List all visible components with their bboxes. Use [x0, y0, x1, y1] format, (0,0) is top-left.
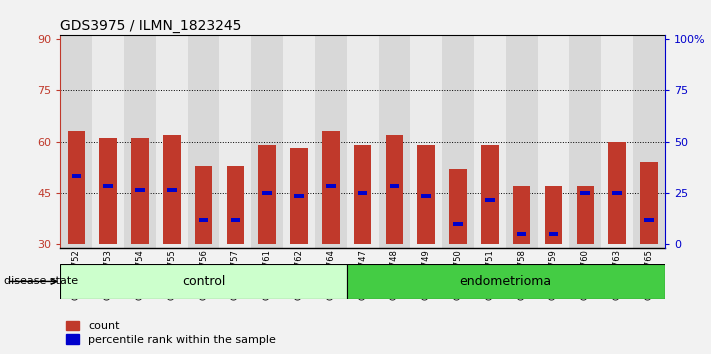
Bar [474, 35, 506, 248]
Bar [640, 162, 658, 244]
Bar [481, 145, 498, 244]
Bar [633, 35, 665, 248]
Text: endometrioma: endometrioma [460, 275, 552, 288]
Bar [513, 186, 530, 244]
Bar [612, 191, 622, 195]
Bar [227, 166, 244, 244]
Bar [417, 145, 435, 244]
Bar [506, 35, 538, 248]
Bar [347, 35, 378, 248]
Bar [410, 35, 442, 248]
Bar [322, 131, 340, 244]
Bar [103, 184, 113, 188]
Bar [315, 35, 347, 248]
Bar [580, 191, 590, 195]
Bar [251, 35, 283, 248]
Bar [195, 166, 213, 244]
Bar [378, 35, 410, 248]
Bar [358, 191, 368, 195]
Bar [220, 35, 251, 248]
Bar [100, 138, 117, 244]
Bar [570, 35, 602, 248]
Bar [453, 222, 463, 226]
Bar [538, 35, 570, 248]
Bar [449, 169, 467, 244]
Bar [92, 35, 124, 248]
Bar [163, 135, 181, 244]
Bar [60, 35, 92, 248]
Bar [609, 142, 626, 244]
Bar [124, 35, 156, 248]
Bar [199, 218, 208, 222]
Bar [167, 188, 176, 192]
Bar [549, 232, 558, 236]
Bar [230, 218, 240, 222]
Bar [602, 35, 633, 248]
Bar [485, 198, 495, 202]
Bar [354, 145, 371, 244]
Text: disease state: disease state [4, 276, 77, 286]
Bar [68, 131, 85, 244]
Bar [135, 188, 145, 192]
Bar [60, 264, 347, 299]
Bar [294, 194, 304, 199]
Text: control: control [182, 275, 225, 288]
Bar [326, 184, 336, 188]
Bar [385, 135, 403, 244]
Bar [545, 186, 562, 244]
Bar [517, 232, 526, 236]
Legend: count, percentile rank within the sample: count, percentile rank within the sample [66, 321, 276, 345]
Bar [577, 186, 594, 244]
Bar [347, 264, 665, 299]
Bar [72, 174, 81, 178]
Text: GDS3975 / ILMN_1823245: GDS3975 / ILMN_1823245 [60, 19, 242, 33]
Bar [262, 191, 272, 195]
Bar [422, 194, 431, 199]
Bar [188, 35, 220, 248]
Bar [156, 35, 188, 248]
Bar [132, 138, 149, 244]
Bar [258, 145, 276, 244]
Bar [644, 218, 653, 222]
Bar [283, 35, 315, 248]
Bar [442, 35, 474, 248]
Bar [390, 184, 400, 188]
Bar [290, 148, 308, 244]
